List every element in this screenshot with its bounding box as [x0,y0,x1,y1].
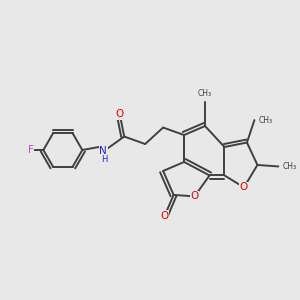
Text: N: N [99,146,107,157]
Text: O: O [190,191,199,201]
Text: O: O [160,211,169,221]
Text: CH₃: CH₃ [198,88,212,98]
Text: CH₃: CH₃ [259,116,273,124]
Text: O: O [240,182,248,192]
Text: H: H [102,155,108,164]
Text: F: F [28,145,34,155]
Text: CH₃: CH₃ [283,162,297,171]
Text: O: O [116,109,124,119]
